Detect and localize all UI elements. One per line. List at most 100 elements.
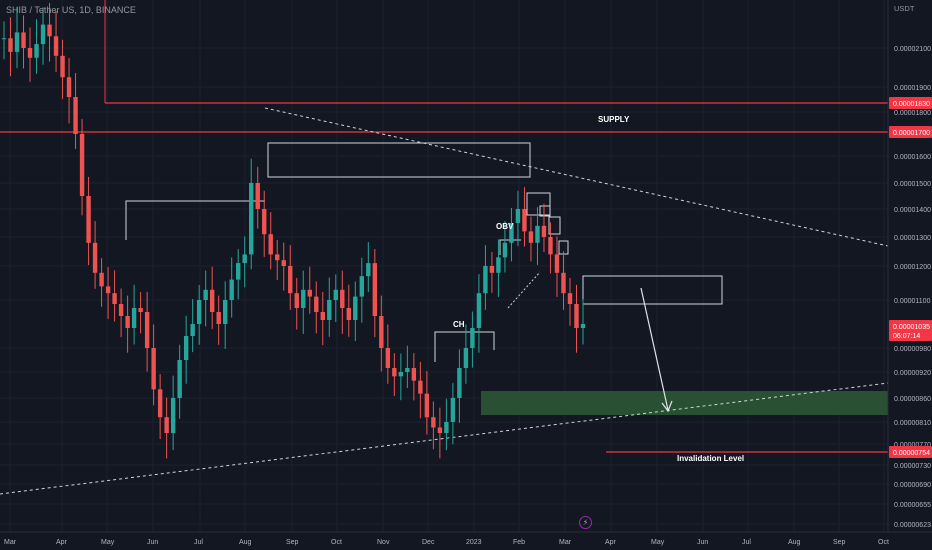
candle-body[interactable]: [353, 296, 358, 320]
annotation-box[interactable]: [548, 216, 561, 235]
candle-body[interactable]: [105, 286, 111, 294]
candle-body[interactable]: [483, 266, 488, 294]
candle-body[interactable]: [229, 279, 234, 300]
candle-body[interactable]: [118, 304, 124, 316]
annotation-box[interactable]: [526, 192, 551, 216]
annotation-box[interactable]: [267, 142, 531, 178]
candle-body[interactable]: [222, 300, 228, 324]
candle-body[interactable]: [522, 209, 527, 232]
candle-body[interactable]: [8, 38, 13, 52]
level-price-tag[interactable]: [889, 446, 932, 458]
candle-body[interactable]: [177, 360, 182, 398]
candle-body[interactable]: [444, 422, 449, 433]
candle-body[interactable]: [535, 225, 540, 243]
candle-body[interactable]: [268, 234, 273, 255]
candle-body[interactable]: [92, 242, 98, 273]
candle-body[interactable]: [27, 48, 33, 58]
candle-body[interactable]: [170, 398, 176, 433]
candle-body[interactable]: [385, 348, 391, 368]
candle-body[interactable]: [574, 304, 579, 328]
candle-body[interactable]: [379, 316, 384, 348]
annotation-box[interactable]: [539, 205, 551, 217]
candle-body[interactable]: [236, 263, 241, 280]
candle-body[interactable]: [528, 231, 534, 243]
candle-body[interactable]: [418, 380, 423, 394]
lower-trendline[interactable]: [0, 382, 889, 495]
candle-body[interactable]: [314, 296, 319, 312]
candle-body[interactable]: [515, 209, 521, 223]
candle-body[interactable]: [340, 289, 345, 308]
candle-body[interactable]: [580, 324, 586, 328]
candle-body[interactable]: [405, 368, 410, 372]
candle-body[interactable]: [125, 316, 130, 328]
candle-body[interactable]: [138, 308, 143, 312]
candle-body[interactable]: [561, 272, 566, 294]
candle-body[interactable]: [333, 289, 338, 300]
candle-body[interactable]: [14, 32, 20, 52]
candle-body[interactable]: [294, 293, 299, 308]
candle-body[interactable]: [327, 300, 332, 320]
candle-body[interactable]: [281, 260, 286, 266]
candle-body[interactable]: [34, 44, 39, 58]
candle-body[interactable]: [470, 328, 475, 348]
candle-body[interactable]: [275, 254, 280, 261]
candle-body[interactable]: [457, 368, 462, 398]
candle-body[interactable]: [112, 293, 117, 304]
candle-body[interactable]: [164, 417, 169, 433]
upper-trendline[interactable]: [264, 107, 889, 247]
candle-body[interactable]: [144, 312, 150, 348]
candle-body[interactable]: [476, 293, 482, 328]
candle-body[interactable]: [60, 55, 65, 78]
candle-body[interactable]: [21, 32, 26, 48]
candle-body[interactable]: [301, 289, 306, 308]
candle-body[interactable]: [66, 77, 72, 97]
candle-body[interactable]: [502, 242, 508, 258]
candle-body[interactable]: [554, 254, 560, 273]
current-price-tag[interactable]: [889, 320, 932, 341]
candle-body[interactable]: [151, 348, 156, 390]
candle-body[interactable]: [255, 183, 260, 209]
candle-body[interactable]: [541, 225, 547, 237]
candle-body[interactable]: [262, 209, 267, 235]
candle-body[interactable]: [392, 368, 397, 377]
candle-body[interactable]: [203, 289, 208, 300]
candle-body[interactable]: [209, 289, 215, 312]
candle-body[interactable]: [40, 24, 46, 45]
candle-body[interactable]: [359, 276, 365, 297]
candle-body[interactable]: [496, 257, 501, 273]
candle-body[interactable]: [190, 324, 195, 336]
lightning-icon[interactable]: ⚡: [579, 516, 592, 529]
candle-body[interactable]: [288, 266, 293, 294]
candle-body[interactable]: [86, 196, 91, 243]
candle-body[interactable]: [216, 312, 221, 324]
candle-body[interactable]: [366, 263, 371, 277]
candle-body[interactable]: [1, 38, 7, 40]
candle-body[interactable]: [242, 254, 247, 264]
candle-body[interactable]: [372, 263, 378, 316]
candle-body[interactable]: [249, 183, 254, 255]
candle-body[interactable]: [411, 368, 417, 381]
candle-body[interactable]: [99, 272, 104, 287]
candle-body[interactable]: [196, 300, 202, 324]
candle-body[interactable]: [47, 24, 52, 37]
candle-body[interactable]: [183, 336, 189, 360]
candle-body[interactable]: [131, 308, 137, 328]
candle-body[interactable]: [79, 134, 85, 196]
candle-body[interactable]: [53, 36, 59, 56]
candle-body[interactable]: [489, 266, 495, 273]
candle-body[interactable]: [463, 348, 469, 368]
candle-body[interactable]: [307, 289, 312, 297]
candle-body[interactable]: [424, 393, 430, 418]
candle-body[interactable]: [157, 389, 163, 418]
candle-body[interactable]: [320, 312, 325, 320]
candle-body[interactable]: [398, 372, 404, 377]
candle-body[interactable]: [346, 308, 351, 320]
annotation-box[interactable]: [582, 275, 723, 305]
candle-body[interactable]: [567, 293, 573, 304]
candle-body[interactable]: [431, 417, 436, 428]
candle-body[interactable]: [450, 398, 456, 422]
candle-body[interactable]: [509, 223, 514, 243]
level-price-tag[interactable]: [889, 97, 932, 109]
